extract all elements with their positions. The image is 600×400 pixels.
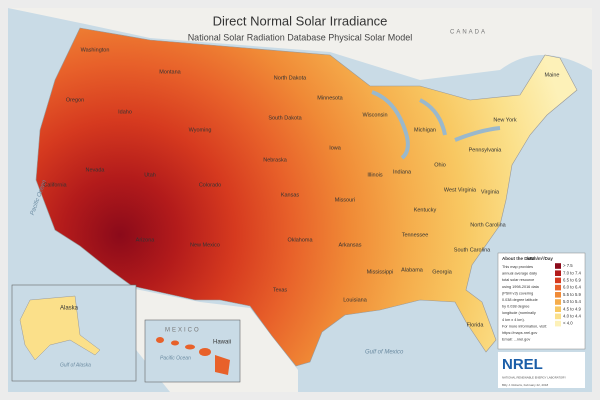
state-label: Maine (545, 72, 560, 78)
logo: NREL (502, 356, 543, 373)
legend-box (497, 252, 586, 350)
legend-label: > 7.5 (563, 263, 573, 268)
legend-label: 5.0 to 5.4 (563, 299, 582, 304)
hawaii-islands (156, 337, 230, 375)
legend-label: < 4.0 (563, 321, 573, 326)
state-label: Oklahoma (287, 237, 313, 243)
legend-label: 5.5 to 5.9 (563, 292, 582, 297)
about-line: longitude (nominally (502, 311, 536, 315)
about-line: annual average daily (502, 272, 537, 276)
legend-swatch (555, 320, 561, 327)
state-label: Iowa (329, 145, 342, 151)
legend-swatch (555, 284, 561, 291)
state-label: New York (493, 117, 516, 123)
state-label: Missouri (335, 197, 355, 203)
alaska-shape (19, 295, 101, 361)
state-label: Minnesota (317, 95, 343, 101)
state-label: Pennsylvania (469, 147, 503, 153)
state-label: Florida (467, 322, 485, 328)
legend-label: 4.5 to 4.9 (563, 306, 582, 311)
legend-swatch (555, 306, 561, 312)
state-label: Alabama (401, 267, 424, 273)
state-label: Georgia (432, 269, 453, 275)
legend-label: 6.0 to 6.4 (563, 285, 582, 290)
logo-org: NATIONAL RENEWABLE ENERGY LABORATORY (502, 376, 566, 380)
state-label: Texas (273, 287, 288, 293)
ocean-label: Gulf of Mexico (365, 350, 404, 356)
about-heading: About the Data (502, 256, 534, 261)
state-label: Michigan (414, 127, 436, 133)
about-line: using 1998-2016 data (502, 285, 540, 289)
state-label: Wisconsin (362, 112, 387, 118)
map-subtitle: National Solar Radiation Database Physic… (188, 32, 413, 42)
us-mainland (35, 27, 578, 367)
state-label: Oregon (66, 97, 84, 103)
state-label: South Dakota (268, 115, 302, 121)
credit: Billy J. Roberts, February 22, 2018 (502, 383, 549, 387)
state-label: Louisiana (343, 297, 367, 303)
legend-title: kWh/m²/Day (527, 256, 553, 261)
legend-swatch (555, 277, 561, 284)
legend-swatch (555, 292, 561, 298)
about-line: total solar resource (502, 278, 534, 282)
state-label: West Virginia (444, 187, 477, 193)
great-lakes (371, 90, 501, 160)
inset-label: Hawaii (213, 340, 231, 346)
inset-ocean: Pacific Ocean (160, 355, 191, 361)
map-title: Direct Normal Solar Irradiance (213, 13, 388, 28)
state-label: Utah (144, 172, 156, 178)
about-line: by 0.038 degree (502, 305, 529, 309)
state-label: Mississippi (367, 269, 394, 275)
state-label: North Dakota (274, 75, 307, 81)
state-label: Tennessee (402, 232, 429, 238)
about-line: Email: ...nrel.gov (502, 338, 530, 342)
state-label: California (43, 182, 67, 188)
state-label: Virginia (481, 189, 500, 195)
state-label: Wyoming (189, 127, 212, 133)
legend-swatch (555, 270, 561, 276)
about-line: 4 km x 4 km). (502, 318, 525, 322)
state-label: Illinois (367, 172, 383, 178)
logo-box (498, 352, 585, 388)
state-label: Idaho (118, 109, 132, 115)
state-label: Colorado (199, 182, 221, 188)
legend-swatch (555, 299, 561, 305)
state-label: New Mexico (190, 242, 220, 248)
country-label: CANADA (450, 30, 487, 36)
legend-label: 7.0 to 7.4 (563, 270, 582, 275)
state-label: Kentucky (414, 207, 437, 213)
state-label: South Carolina (454, 247, 491, 253)
country-label: MEXICO (165, 328, 201, 334)
state-label: Nebraska (263, 157, 287, 163)
state-label: Arizona (136, 237, 156, 243)
about-line: For more information, visit: (502, 324, 547, 328)
state-label: Kansas (281, 192, 300, 198)
state-label: Nevada (86, 167, 106, 173)
legend-label: 4.0 to 4.4 (563, 314, 582, 319)
inset-ocean: Gulf of Alaska (60, 362, 91, 368)
about-line: https://maps.nrel.gov (502, 331, 537, 335)
state-label: Ohio (434, 162, 446, 168)
state-label: Indiana (393, 169, 412, 175)
state-label: Washington (81, 47, 110, 53)
about-line: 0.038 degree latitude (502, 298, 538, 302)
about-line: This map provides (502, 265, 533, 269)
state-label: Arkansas (339, 242, 362, 248)
legend-swatch (555, 263, 561, 269)
legend-swatch (555, 313, 561, 320)
canada-land (8, 8, 592, 80)
state-label: North Carolina (470, 222, 506, 228)
about-line: (PSM v3) covering (502, 291, 533, 295)
inset-label: Alaska (60, 306, 79, 312)
state-label: Montana (159, 69, 181, 75)
legend-label: 6.5 to 6.9 (563, 278, 582, 283)
